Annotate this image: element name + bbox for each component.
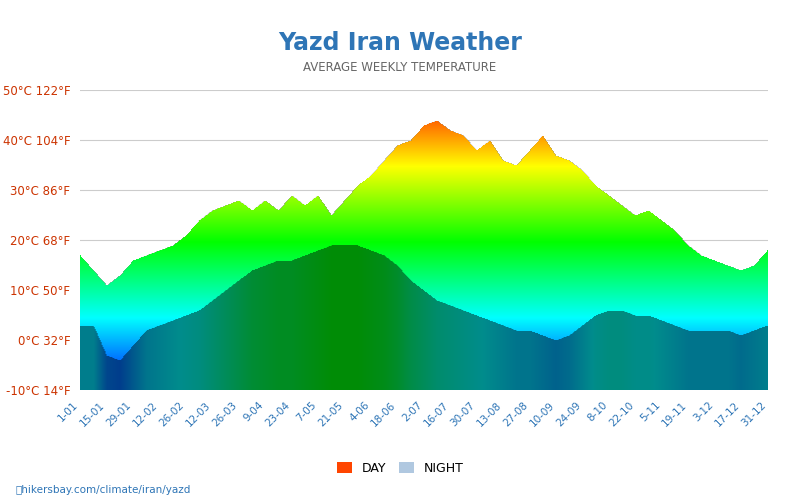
Text: 📍hikersbay.com/climate/iran/yazd: 📍hikersbay.com/climate/iran/yazd [16,485,191,495]
Legend: DAY, NIGHT: DAY, NIGHT [333,458,467,479]
Text: AVERAGE WEEKLY TEMPERATURE: AVERAGE WEEKLY TEMPERATURE [303,61,497,74]
Text: Yazd Iran Weather: Yazd Iran Weather [278,30,522,54]
